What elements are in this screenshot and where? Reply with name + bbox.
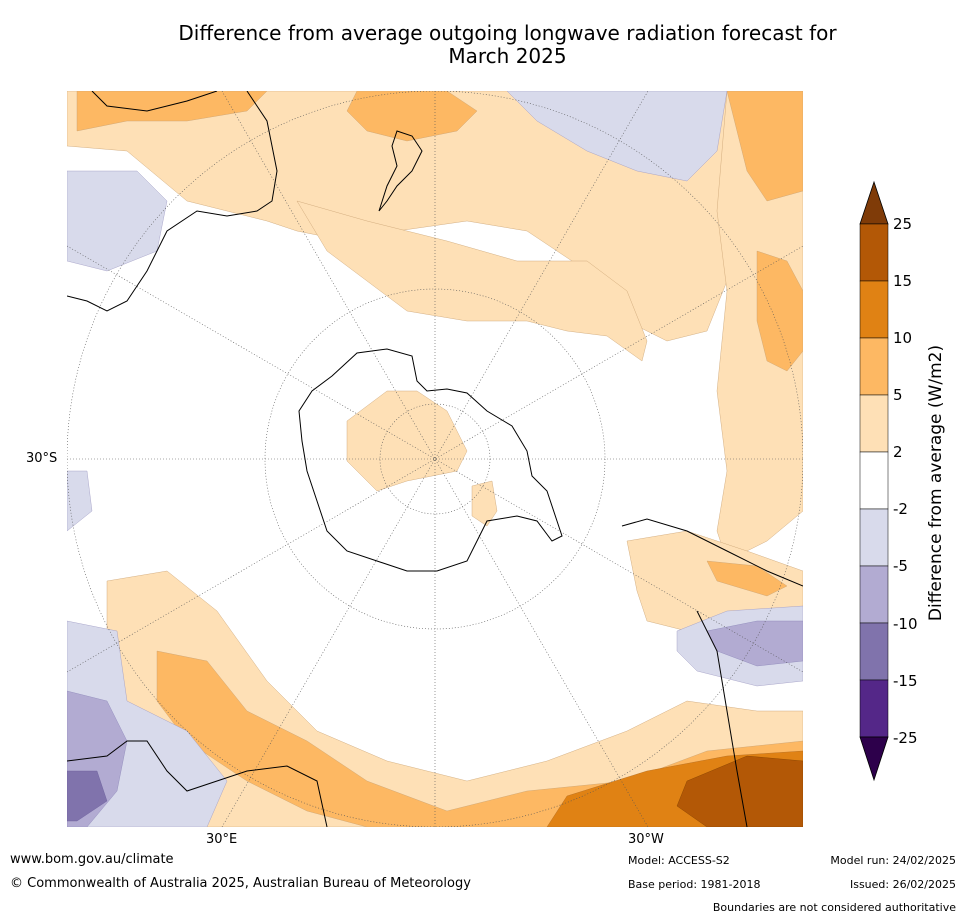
- anomaly-5-10-ne: [726, 91, 803, 202]
- anomaly-5-10-top-left: [76, 91, 268, 132]
- map-title: Difference from average outgoing longwav…: [60, 22, 955, 68]
- colorbar-neutral: [859, 451, 889, 510]
- antarctica-coastline: [298, 348, 563, 572]
- colorbar-10-15: [859, 280, 889, 339]
- colorbar-5-10: [859, 337, 889, 396]
- website-link[interactable]: www.bom.gov.au/climate: [10, 852, 174, 867]
- colorbar-m15-m25: [859, 679, 889, 738]
- colorbar-tick-m10: -10: [893, 615, 918, 633]
- title-line-2: March 2025: [448, 44, 567, 68]
- australia-coastline: [67, 91, 278, 312]
- base-period-text: Base period: 1981-2018: [628, 878, 761, 891]
- colorbar-tick-10: 10: [893, 329, 913, 347]
- colorbar-tick-5: 5: [893, 386, 903, 404]
- colorbar-tick-15: 15: [893, 272, 913, 290]
- anomaly-5-10-top-mid: [346, 91, 478, 142]
- colorbar-tick-m5: -5: [893, 557, 908, 575]
- anomaly-2-5-pacific: [296, 200, 648, 362]
- colorbar-tick-25: 25: [893, 215, 913, 233]
- south-america-coastline: [621, 518, 803, 827]
- issued-text: Issued: 26/02/2025: [849, 878, 956, 891]
- anomaly-2-5-peninsula: [471, 480, 498, 527]
- disclaimer-text: Boundaries are not considered authoritat…: [712, 901, 956, 914]
- colorbar-tick-2: 2: [893, 443, 903, 461]
- model-text: Model: ACCESS-S2: [628, 854, 730, 867]
- colorbar-m2-m5: [859, 508, 889, 567]
- colorbar-15-25: [859, 223, 889, 282]
- anomaly-5-10-samerica: [706, 560, 788, 597]
- colorbar: [859, 180, 889, 782]
- anomaly-m2-m5-west2: [67, 470, 93, 532]
- copyright-text: © Commonwealth of Australia 2025, Austra…: [10, 876, 471, 891]
- lat-label-30s: 30°S: [26, 451, 58, 466]
- africa-coastline: [67, 740, 328, 827]
- new-zealand-coastline: [378, 130, 423, 212]
- lon-label-30w: 30°W: [628, 832, 664, 847]
- title-line-1: Difference from average outgoing longwav…: [178, 21, 837, 45]
- anomaly-15-25-bottom: [676, 755, 803, 827]
- colorbar-tick-m2: -2: [893, 500, 908, 518]
- colorbar-tick-m15: -15: [893, 672, 918, 690]
- colorbar-m10-m15: [859, 622, 889, 681]
- lon-label-30e: 30°E: [206, 832, 238, 847]
- colorbar-m5-m10: [859, 565, 889, 624]
- colorbar-2-5: [859, 394, 889, 453]
- polar-map: [67, 91, 803, 827]
- colorbar-extend-top: [859, 180, 889, 225]
- colorbar-tick-m25: -25: [893, 729, 918, 747]
- colorbar-extend-bottom: [859, 736, 889, 782]
- anomaly-2-5-antarctica: [346, 390, 468, 492]
- anomaly-5-10-east: [756, 250, 803, 372]
- anomaly-m10-m15-sw: [67, 770, 108, 822]
- colorbar-title: Difference from average (W/m2): [926, 344, 946, 622]
- graticule: [67, 91, 803, 827]
- model-run-text: Model run: 24/02/2025: [830, 854, 956, 867]
